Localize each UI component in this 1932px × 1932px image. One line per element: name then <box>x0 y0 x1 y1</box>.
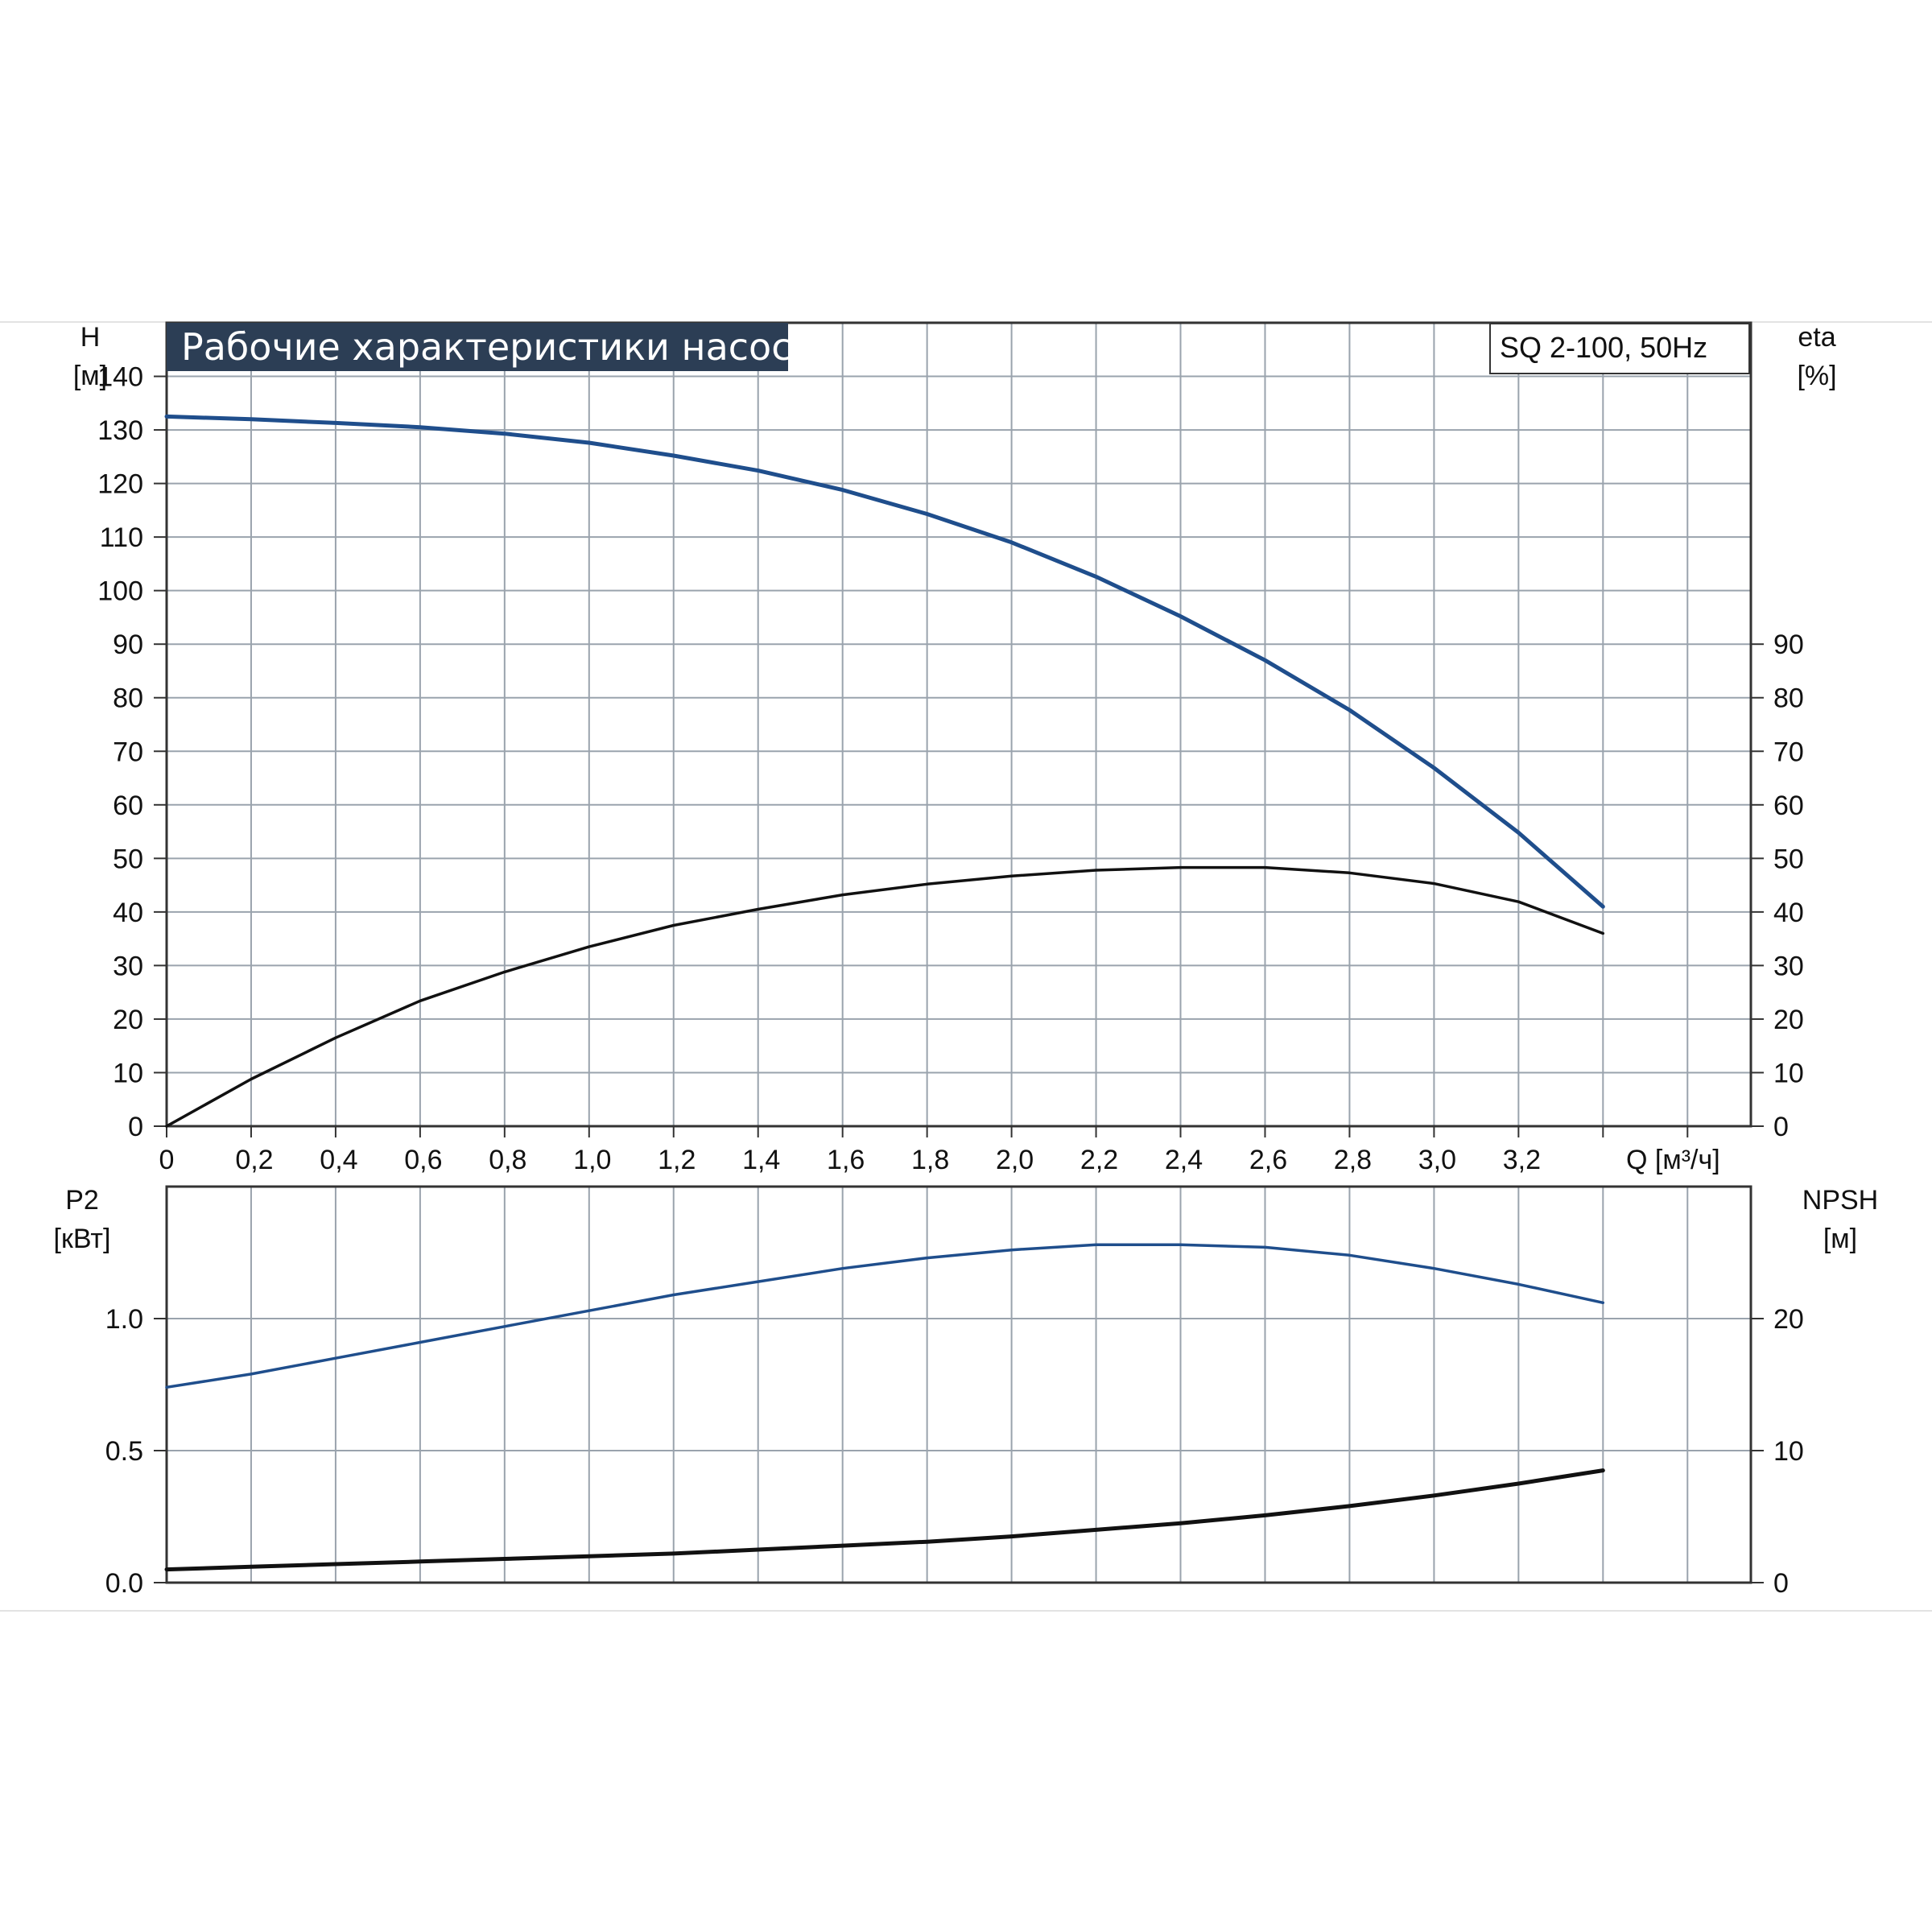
x-axis-title: Q [м³/ч] <box>1626 1145 1720 1175</box>
x-tick-label: 1,6 <box>827 1145 865 1175</box>
left-axis-unit-top: [м] <box>73 361 107 391</box>
right-eta-tick-label: 20 <box>1773 1005 1804 1035</box>
bottom-chart-tick-labels: 0.0 0.5 1.0 0 10 20 <box>105 1304 1804 1599</box>
left-h-tick-label: 30 <box>113 951 143 981</box>
left-h-tick-label: 90 <box>113 630 143 660</box>
x-tick-label: 2,6 <box>1249 1145 1287 1175</box>
left-h-tick-label: 130 <box>97 415 143 446</box>
p2-curve <box>165 1243 1605 1389</box>
right-eta-tick-label: 70 <box>1773 737 1804 767</box>
left-h-tick-label: 120 <box>97 469 143 500</box>
left-p2-tick-label: 1.0 <box>105 1304 143 1335</box>
x-tick-label: 1,0 <box>573 1145 611 1175</box>
x-tick-label: 2,2 <box>1080 1145 1118 1175</box>
left-h-tick-label: 100 <box>97 576 143 607</box>
right-eta-tick-label: 50 <box>1773 844 1804 874</box>
right-npsh-tick-label: 20 <box>1773 1304 1804 1335</box>
right-eta-tick-label: 10 <box>1773 1058 1804 1088</box>
right-eta-tick-label: 90 <box>1773 630 1804 660</box>
x-tick-label: 1,8 <box>911 1145 949 1175</box>
x-tick-label: 0,6 <box>404 1145 442 1175</box>
right-npsh-tick-label: 10 <box>1773 1436 1804 1467</box>
x-tick-label: 2,8 <box>1334 1145 1372 1175</box>
top-chart-grid <box>165 321 1752 1128</box>
left-h-tick-label: 50 <box>113 844 143 874</box>
left-h-tick-label: 60 <box>113 791 143 821</box>
left-axis-unit-bottom: [кВт] <box>54 1224 111 1254</box>
bottom-plot-frame <box>165 1185 1752 1584</box>
x-tick-label: 2,4 <box>1165 1145 1203 1175</box>
top-plot-frame <box>165 321 1752 1128</box>
npsh-curve <box>164 1468 1605 1572</box>
top-chart-series <box>164 414 1605 1128</box>
left-h-tick-label: 110 <box>100 522 143 553</box>
left-h-tick-label: 70 <box>113 737 143 767</box>
title-banner <box>167 323 788 371</box>
left-h-tick-label: 0 <box>128 1112 143 1142</box>
right-axis-title-top: eta <box>1798 322 1835 353</box>
x-tick-label: 1,2 <box>658 1145 696 1175</box>
right-eta-tick-label: 80 <box>1773 683 1804 714</box>
left-axis-title-top: H <box>80 322 101 353</box>
left-h-tick-label: 140 <box>97 362 143 393</box>
model-box <box>1489 323 1750 374</box>
top-chart-tick-labels: 0 10 20 30 40 50 60 70 80 90 100 110 120 130 140 0 10 20 3… <box>97 362 1804 1175</box>
left-h-tick-label: 10 <box>113 1058 143 1088</box>
model-label: SQ 2-100, 50Hz <box>1500 331 1707 364</box>
right-axis-unit-bottom: [м] <box>1823 1224 1857 1254</box>
x-tick-label: 0,8 <box>489 1145 526 1175</box>
x-tick-label: 2,0 <box>996 1145 1034 1175</box>
x-tick-label: 3,0 <box>1418 1145 1456 1175</box>
right-eta-tick-label: 40 <box>1773 898 1804 928</box>
bottom-chart-series <box>164 1243 1605 1572</box>
left-axis-title-bottom: P2 <box>65 1185 99 1216</box>
right-eta-tick-label: 30 <box>1773 951 1804 981</box>
h-curve <box>164 414 1605 909</box>
right-axis-unit-top: [%] <box>1797 361 1836 391</box>
left-h-tick-label: 20 <box>113 1005 143 1035</box>
eta-curve <box>165 865 1605 1128</box>
x-tick-label: 3,2 <box>1503 1145 1541 1175</box>
left-h-tick-label: 40 <box>113 898 143 928</box>
right-eta-tick-label: 0 <box>1773 1112 1789 1142</box>
x-tick-label: 1,4 <box>742 1145 780 1175</box>
x-tick-label: 0,4 <box>320 1145 357 1175</box>
right-npsh-tick-label: 0 <box>1773 1568 1789 1599</box>
right-axis-title-bottom: NPSH <box>1802 1185 1878 1216</box>
right-eta-tick-label: 60 <box>1773 791 1804 821</box>
x-tick-label: 0 <box>159 1145 175 1175</box>
chart-title: Рабочие характеристики насоса <box>181 325 815 369</box>
left-h-tick-label: 80 <box>113 683 143 714</box>
left-p2-tick-label: 0.5 <box>105 1436 143 1467</box>
left-p2-tick-label: 0.0 <box>105 1568 143 1599</box>
bottom-chart-grid <box>165 1185 1752 1584</box>
x-tick-label: 0,2 <box>235 1145 273 1175</box>
